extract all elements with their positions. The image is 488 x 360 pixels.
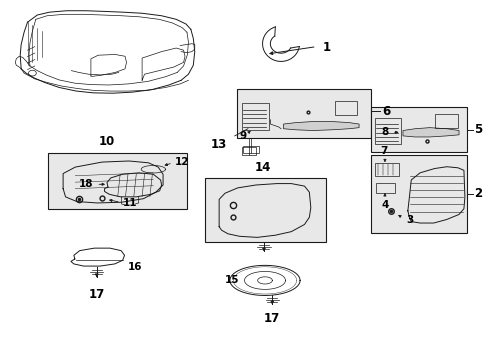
Text: 11: 11 (122, 198, 137, 208)
Bar (243, 145, 258, 153)
Text: 14: 14 (254, 161, 271, 174)
Bar (374, 163, 398, 176)
Text: 16: 16 (127, 262, 142, 272)
Text: 3: 3 (406, 215, 413, 225)
Polygon shape (283, 122, 358, 131)
Text: 17: 17 (88, 288, 104, 301)
Text: 9: 9 (239, 131, 246, 141)
Text: 17: 17 (264, 312, 280, 325)
Text: 12: 12 (175, 157, 189, 167)
Text: 10: 10 (99, 135, 115, 148)
Text: 13: 13 (210, 138, 226, 151)
Text: 5: 5 (473, 123, 482, 136)
Bar (204, 178, 326, 242)
Bar (370, 155, 466, 233)
Bar (375, 183, 394, 193)
Bar (48, 153, 187, 210)
Bar (334, 101, 356, 116)
Text: 2: 2 (473, 188, 481, 201)
Text: 18: 18 (79, 179, 93, 189)
Bar (434, 114, 457, 128)
Bar (374, 118, 400, 144)
Bar (242, 147, 255, 155)
Text: 6: 6 (381, 104, 389, 118)
Text: 7: 7 (379, 146, 386, 156)
Text: 1: 1 (322, 41, 330, 54)
Text: 15: 15 (224, 275, 239, 285)
Bar (237, 89, 370, 138)
Polygon shape (402, 128, 458, 137)
Text: 4: 4 (381, 200, 388, 210)
Bar (242, 103, 268, 130)
Text: 8: 8 (380, 127, 387, 137)
Bar (370, 107, 466, 152)
